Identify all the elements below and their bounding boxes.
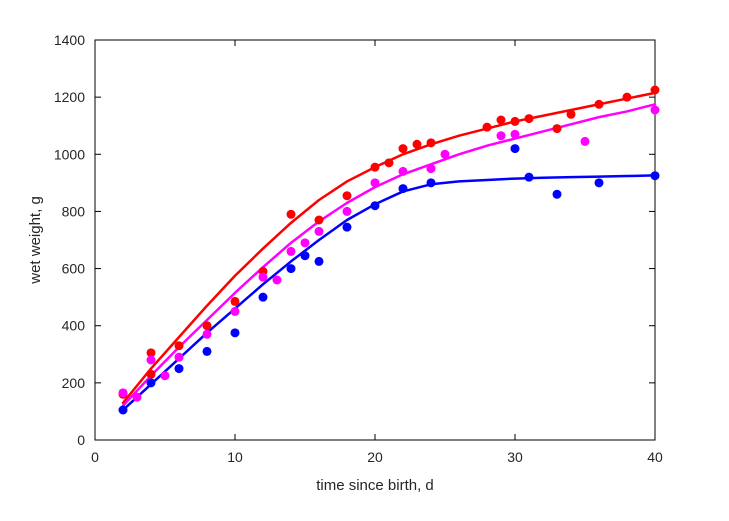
series-point-red (483, 123, 492, 132)
series-point-red (497, 116, 506, 125)
series-point-magenta (497, 131, 506, 140)
y-tick-label: 200 (62, 375, 86, 391)
series-point-red (371, 163, 380, 172)
x-tick-label: 20 (367, 449, 383, 465)
series-point-blue (371, 201, 380, 210)
series-point-magenta (231, 307, 240, 316)
series-point-magenta (301, 238, 310, 247)
series-point-blue (651, 171, 660, 180)
series-point-red (525, 114, 534, 123)
series-point-red (147, 370, 156, 379)
y-tick-label: 400 (62, 318, 86, 334)
series-point-red (413, 140, 422, 149)
series-point-red (399, 144, 408, 153)
series-point-magenta (203, 330, 212, 339)
series-point-magenta (161, 371, 170, 380)
series-point-blue (315, 257, 324, 266)
x-tick-label: 0 (91, 449, 99, 465)
series-point-blue (553, 190, 562, 199)
series-point-magenta (315, 227, 324, 236)
x-tick-label: 10 (227, 449, 243, 465)
series-point-blue (343, 223, 352, 232)
series-point-blue (231, 328, 240, 337)
series-point-blue (301, 251, 310, 260)
series-point-magenta (259, 273, 268, 282)
series-point-red (203, 321, 212, 330)
series-point-red (427, 138, 436, 147)
series-point-magenta (287, 247, 296, 256)
series-point-magenta (119, 388, 128, 397)
series-point-blue (259, 293, 268, 302)
series-point-magenta (511, 130, 520, 139)
series-point-magenta (581, 137, 590, 146)
series-point-red (231, 297, 240, 306)
series-point-red (651, 86, 660, 95)
y-axis-label: wet weight, g (27, 196, 44, 285)
x-tick-label: 40 (647, 449, 663, 465)
series-point-blue (511, 144, 520, 153)
series-point-red (623, 93, 632, 102)
series-point-magenta (343, 207, 352, 216)
series-point-magenta (651, 106, 660, 115)
series-point-magenta (371, 178, 380, 187)
series-point-red (511, 117, 520, 126)
chart-svg: 0102030400200400600800100012001400time s… (0, 0, 729, 521)
series-point-magenta (273, 276, 282, 285)
series-point-red (553, 124, 562, 133)
series-point-magenta (175, 353, 184, 362)
series-point-blue (203, 347, 212, 356)
series-point-magenta (399, 167, 408, 176)
series-point-magenta (427, 164, 436, 173)
y-tick-label: 600 (62, 261, 86, 277)
x-axis-label: time since birth, d (316, 477, 434, 494)
series-point-blue (287, 264, 296, 273)
series-point-blue (119, 406, 128, 415)
chart-bg (0, 0, 729, 521)
series-point-blue (147, 378, 156, 387)
series-point-red (175, 341, 184, 350)
y-tick-label: 0 (77, 432, 85, 448)
series-point-red (287, 210, 296, 219)
y-tick-label: 1200 (54, 89, 85, 105)
series-point-red (567, 110, 576, 119)
y-tick-label: 1000 (54, 146, 85, 162)
x-tick-label: 30 (507, 449, 523, 465)
series-point-blue (427, 178, 436, 187)
series-point-blue (175, 364, 184, 373)
series-point-red (385, 158, 394, 167)
growth-chart: 0102030400200400600800100012001400time s… (0, 0, 729, 521)
series-point-magenta (133, 393, 142, 402)
series-point-red (595, 100, 604, 109)
series-point-red (343, 191, 352, 200)
series-point-blue (595, 178, 604, 187)
series-point-blue (525, 173, 534, 182)
y-tick-label: 1400 (54, 32, 85, 48)
series-point-magenta (441, 150, 450, 159)
series-point-blue (399, 184, 408, 193)
series-point-red (315, 216, 324, 225)
y-tick-label: 800 (62, 203, 86, 219)
series-point-magenta (147, 356, 156, 365)
